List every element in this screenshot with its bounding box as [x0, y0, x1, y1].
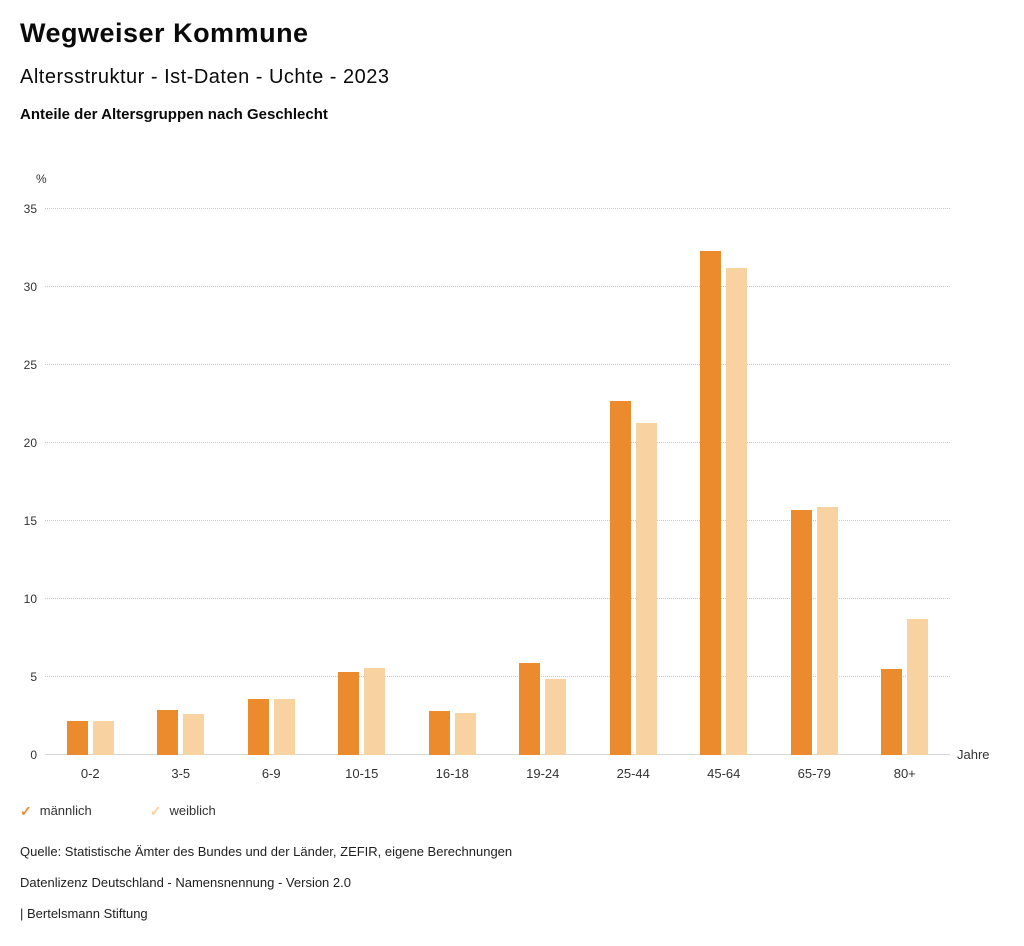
y-tick-label: 20 [23, 436, 37, 450]
plot-area: 0 5 10 15 20 25 30 35 [24, 203, 950, 761]
chart-heading: Anteile der Altersgruppen nach Geschlech… [20, 106, 328, 123]
bar-weiblich-6-9[interactable] [273, 698, 295, 755]
bar-group [679, 209, 770, 755]
footer-source: Quelle: Statistische Ämter des Bundes un… [20, 844, 513, 859]
gridline [45, 676, 950, 677]
gridline [45, 520, 950, 521]
x-axis-labels: 0-2 3-5 6-9 10-15 16-18 19-24 25-44 45-64 65-79 8… [45, 766, 950, 781]
x-axis-title: Jahre [957, 747, 990, 762]
y-tick-label: 15 [23, 514, 37, 528]
legend-label: weiblich [169, 803, 216, 818]
legend-item-männlich[interactable]: ✓ männlich [20, 803, 92, 818]
bar-männlich-10-15[interactable] [338, 672, 360, 755]
x-tick-label: 25-44 [616, 766, 650, 781]
bar-group [136, 209, 227, 755]
x-tick-label: 45-64 [707, 766, 741, 781]
bar-group [317, 209, 408, 755]
x-tick-label: 16-18 [435, 766, 469, 781]
gridline [45, 754, 950, 755]
bar-group [588, 209, 679, 755]
bar-group [498, 209, 589, 755]
bar-group [45, 209, 136, 755]
footer-license: Datenlizenz Deutschland - Namensnennung … [20, 875, 351, 890]
y-tick-label: 25 [23, 358, 37, 372]
bar-männlich-0-2[interactable] [66, 720, 88, 755]
page-subtitle: Altersstruktur - Ist-Daten - Uchte - 202… [20, 66, 390, 88]
x-tick-label: 6-9 [261, 766, 281, 781]
bar-groups [45, 209, 950, 755]
check-icon: ✓ [20, 802, 32, 819]
gridline [45, 598, 950, 599]
bar-weiblich-3-5[interactable] [183, 714, 205, 755]
bar-weiblich-65-79[interactable] [816, 506, 838, 755]
bar-männlich-19-24[interactable] [519, 662, 541, 755]
bar-group [860, 209, 951, 755]
x-tick-label: 80+ [893, 766, 916, 781]
y-tick-label: 5 [30, 670, 37, 684]
bar-männlich-65-79[interactable] [790, 510, 812, 755]
legend-label: männlich [39, 803, 92, 818]
y-axis-title: % [36, 172, 47, 186]
gridline [45, 286, 950, 287]
bar-weiblich-0-2[interactable] [92, 720, 114, 755]
bar-männlich-16-18[interactable] [428, 711, 450, 755]
x-tick-label: 19-24 [526, 766, 560, 781]
y-tick-label: 0 [30, 748, 37, 762]
bar-weiblich-10-15[interactable] [364, 667, 386, 755]
bar-group [769, 209, 860, 755]
bar-weiblich-19-24[interactable] [545, 678, 567, 755]
bar-männlich-3-5[interactable] [157, 709, 179, 755]
check-icon: ✓ [149, 802, 162, 819]
footer-attribution: | Bertelsmann Stiftung [20, 906, 148, 921]
bar-männlich-6-9[interactable] [247, 698, 269, 755]
bar-group [226, 209, 317, 755]
y-tick-label: 10 [23, 592, 37, 606]
bar-group [407, 209, 498, 755]
x-tick-label: 65-79 [797, 766, 831, 781]
x-tick-label: 3-5 [171, 766, 191, 781]
bar-weiblich-16-18[interactable] [454, 712, 476, 755]
x-tick-label: 0-2 [80, 766, 100, 781]
gridline [45, 364, 950, 365]
x-tick-label: 10-15 [345, 766, 379, 781]
bar-männlich-45-64[interactable] [700, 251, 722, 755]
bar-weiblich-45-64[interactable] [726, 268, 748, 755]
bar-männlich-80+[interactable] [881, 669, 903, 755]
y-tick-label: 35 [23, 202, 37, 216]
gridline [45, 208, 950, 209]
page-title: Wegweiser Kommune [20, 18, 309, 48]
gridline [45, 442, 950, 443]
legend-item-weiblich[interactable]: ✓ weiblich [150, 803, 216, 818]
bar-männlich-25-44[interactable] [609, 400, 631, 755]
bar-weiblich-25-44[interactable] [635, 422, 657, 755]
y-tick-label: 30 [23, 280, 37, 294]
bar-weiblich-80+[interactable] [907, 619, 929, 755]
legend: ✓ männlich ✓ weiblich [20, 803, 216, 818]
